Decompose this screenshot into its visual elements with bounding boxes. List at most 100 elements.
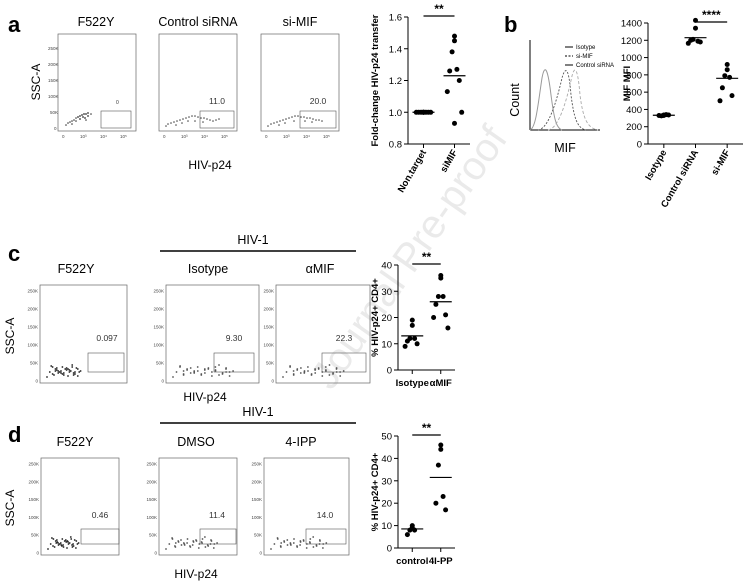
- cell-event: [177, 540, 180, 542]
- gate-value: 0: [116, 100, 119, 106]
- data-point: [433, 301, 439, 307]
- cell-event: [65, 541, 68, 543]
- cell-event: [79, 370, 82, 372]
- cell-event: [314, 372, 317, 374]
- cell-event: [72, 374, 75, 376]
- cell-event: [189, 367, 192, 369]
- cell-event: [317, 367, 320, 369]
- cell-event: [204, 372, 206, 374]
- svg-text:10³: 10³: [181, 134, 188, 139]
- cell-event: [299, 544, 301, 546]
- cell-event: [54, 370, 57, 372]
- cell-event: [70, 538, 73, 540]
- svg-text:0: 0: [54, 126, 57, 131]
- cell-event: [309, 538, 312, 540]
- data-point: [449, 49, 455, 55]
- data-point: [438, 446, 444, 452]
- y-tick-label: 250K: [153, 289, 164, 294]
- y-tick-label: 30: [381, 476, 392, 487]
- data-point: [443, 312, 449, 318]
- data-point: [438, 442, 444, 448]
- cell-event: [321, 375, 324, 377]
- y-tick-label: 200K: [27, 307, 38, 312]
- cell-event: [276, 537, 279, 539]
- gate-value: 20.0: [310, 96, 327, 106]
- cell-event: [78, 371, 81, 373]
- flow-plot-frame: [263, 457, 350, 556]
- y-tick-label: 150K: [263, 325, 274, 330]
- cell-event: [165, 548, 167, 550]
- svg-text:150K: 150K: [48, 78, 59, 83]
- svg-text:10⁵: 10⁵: [323, 134, 330, 139]
- cell-event: [186, 542, 189, 544]
- watermark: Journal Pre-proof: [303, 118, 517, 397]
- cell-event: [322, 543, 325, 545]
- cell-event: [286, 544, 289, 546]
- cell-event: [68, 369, 71, 371]
- cell-event: [197, 547, 200, 549]
- y-tick-label: 50K: [254, 533, 262, 538]
- data-point: [402, 343, 408, 349]
- cell-event: [68, 371, 71, 373]
- cell-event: [273, 543, 276, 545]
- cell-event: [299, 540, 302, 542]
- svg-text:10³: 10³: [283, 134, 290, 139]
- cell-event: [67, 543, 70, 545]
- cell-event: [207, 367, 210, 369]
- svg-text:50K: 50K: [50, 110, 58, 115]
- gate-value: 22.3: [336, 333, 353, 343]
- y-tick-label: 100K: [263, 343, 274, 348]
- cell-event: [73, 539, 76, 541]
- gate-box: [80, 528, 120, 545]
- cell-event: [285, 371, 288, 373]
- cell-event: [201, 538, 204, 540]
- cell-event: [283, 540, 285, 542]
- flow-plot-frame: [39, 284, 128, 384]
- category-label: Isotype: [396, 378, 429, 389]
- cell-event: [51, 537, 53, 539]
- svg-text:250K: 250K: [48, 46, 59, 51]
- svg-text:0: 0: [163, 134, 166, 139]
- y-tick-label: 0: [154, 551, 157, 556]
- category-label: Isotype: [643, 148, 669, 182]
- dot-charts: 0.8 1.0 1.2 1.4 1.6 Fold-change HIV-p24 trans…: [370, 2, 743, 567]
- cell-event: [66, 547, 68, 549]
- cell-event: [280, 542, 283, 544]
- y-tick-label: 50K: [149, 533, 157, 538]
- gate-value: 0.097: [96, 333, 118, 343]
- plot-title: Control siRNA: [158, 15, 238, 29]
- cell-event: [52, 545, 54, 547]
- cell-event: [60, 372, 62, 374]
- panel-label-c: c: [8, 241, 20, 266]
- data-point: [693, 25, 698, 31]
- y-axis-label: SSC-A: [3, 318, 17, 355]
- flow-plot-frame: [158, 457, 238, 556]
- hist-y-label: Count: [508, 83, 522, 117]
- data-point: [438, 275, 444, 281]
- cell-event: [322, 547, 324, 549]
- cell-event: [55, 367, 58, 369]
- cell-event: [308, 541, 311, 543]
- y-tick-label: 0: [161, 379, 164, 384]
- hist-legend-item: Control siRNA: [576, 63, 614, 69]
- y-tick-label: 20: [381, 313, 392, 324]
- cell-event: [305, 547, 308, 549]
- data-point: [697, 39, 703, 45]
- flow-plot: 250K 200K 150K 100K 50K 0 11.4: [146, 457, 238, 556]
- cell-event: [303, 370, 306, 372]
- cell-event: [196, 370, 199, 372]
- flow-plot: 250K 200K 150K 100K 50K 0 0.46: [28, 457, 120, 556]
- y-tick-label: 0.8: [389, 140, 402, 151]
- cell-event: [67, 375, 69, 377]
- svg-text:10⁴: 10⁴: [303, 134, 310, 139]
- cell-event: [59, 542, 62, 544]
- cell-event: [324, 366, 327, 368]
- cell-event: [68, 542, 71, 544]
- cell-event: [71, 366, 74, 368]
- cell-event: [211, 375, 213, 377]
- svg-text:100K: 100K: [48, 94, 59, 99]
- y-tick-label: 40: [381, 261, 392, 272]
- data-point: [719, 85, 725, 91]
- flow-plot: 250K 200K 150K 100K 50K 0 22.3: [263, 284, 371, 384]
- cell-event: [206, 544, 209, 546]
